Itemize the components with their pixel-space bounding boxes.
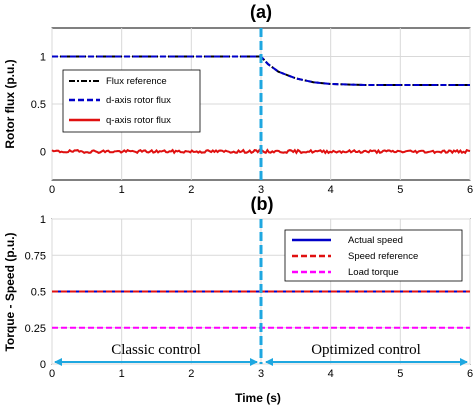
panel-a-xtick-2: 2 xyxy=(188,184,194,196)
legend-label-q-axis: q-axis rotor flux xyxy=(106,115,171,126)
panel-b-ytick-1: 1 xyxy=(40,214,46,226)
panel-b-xtick-5: 5 xyxy=(397,368,403,380)
panel-a-xtick-4: 4 xyxy=(328,184,334,196)
panel-a-ytick-0: 0 xyxy=(40,147,46,159)
panel-a-label: (a) xyxy=(250,2,272,22)
panel-b-xtick-1: 1 xyxy=(119,368,125,380)
legend-label-speed-reference: Speed reference xyxy=(348,251,418,262)
panel-a-ticks: 0 1 2 3 4 5 6 1 0.5 0 xyxy=(31,52,473,197)
panel-b-legend: Actual speed Speed reference Load torque xyxy=(284,229,463,282)
panel-a-xtick-5: 5 xyxy=(397,184,403,196)
panel-a-ytick-1: 1 xyxy=(40,52,46,64)
legend-label-actual-speed: Actual speed xyxy=(348,235,403,246)
classic-control-label: Classic control xyxy=(111,342,201,358)
panel-a: 0 1 2 3 4 5 6 1 0.5 0 (a) Rotor flux (p.u.) Flux … xyxy=(3,2,473,196)
panel-a-series-flux-reference xyxy=(52,55,470,86)
panel-a-legend: Flux reference d-axis rotor flux q-axis … xyxy=(62,69,201,133)
optimized-control-label: Optimized control xyxy=(311,342,421,358)
panel-b-xtick-2: 2 xyxy=(188,368,194,380)
control-phase-annotations: Classic control Optimized control xyxy=(54,342,468,366)
panel-a-xtick-0: 0 xyxy=(49,184,55,196)
panel-b-xtick-0: 0 xyxy=(49,368,55,380)
panel-b-ytick-0.5: 0.5 xyxy=(31,287,46,299)
panel-b-ytick-0.25: 0.25 xyxy=(25,323,46,335)
panel-b-ylabel: Torque - Speed (p.u.) xyxy=(3,232,17,351)
panel-a-xtick-3: 3 xyxy=(258,184,264,196)
panel-b-ytick-0.75: 0.75 xyxy=(25,250,46,262)
panel-a-xtick-1: 1 xyxy=(119,184,125,196)
panel-b-xtick-4: 4 xyxy=(328,368,334,380)
panel-b-xtick-6: 6 xyxy=(467,368,473,380)
panel-b-xtick-3: 3 xyxy=(258,368,264,380)
panel-b: 0 1 2 3 4 5 6 1 0.75 0.5 0.25 0 (b) Torque - Speed … xyxy=(3,194,473,405)
panel-b-ticks: 0 1 2 3 4 5 6 1 0.75 0.5 0.25 0 xyxy=(25,214,473,380)
panel-a-ylabel: Rotor flux (p.u.) xyxy=(3,59,17,148)
panel-a-xtick-6: 6 xyxy=(467,184,473,196)
panel-b-ytick-0: 0 xyxy=(40,359,46,371)
panel-b-xlabel: Time (s) xyxy=(235,391,281,405)
legend-label-flux-reference: Flux reference xyxy=(106,76,167,87)
panel-b-label: (b) xyxy=(251,194,274,214)
legend-label-load-torque: Load torque xyxy=(348,267,399,278)
legend-label-d-axis: d-axis rotor flux xyxy=(106,95,171,106)
panel-a-ytick-0.5: 0.5 xyxy=(31,99,46,111)
